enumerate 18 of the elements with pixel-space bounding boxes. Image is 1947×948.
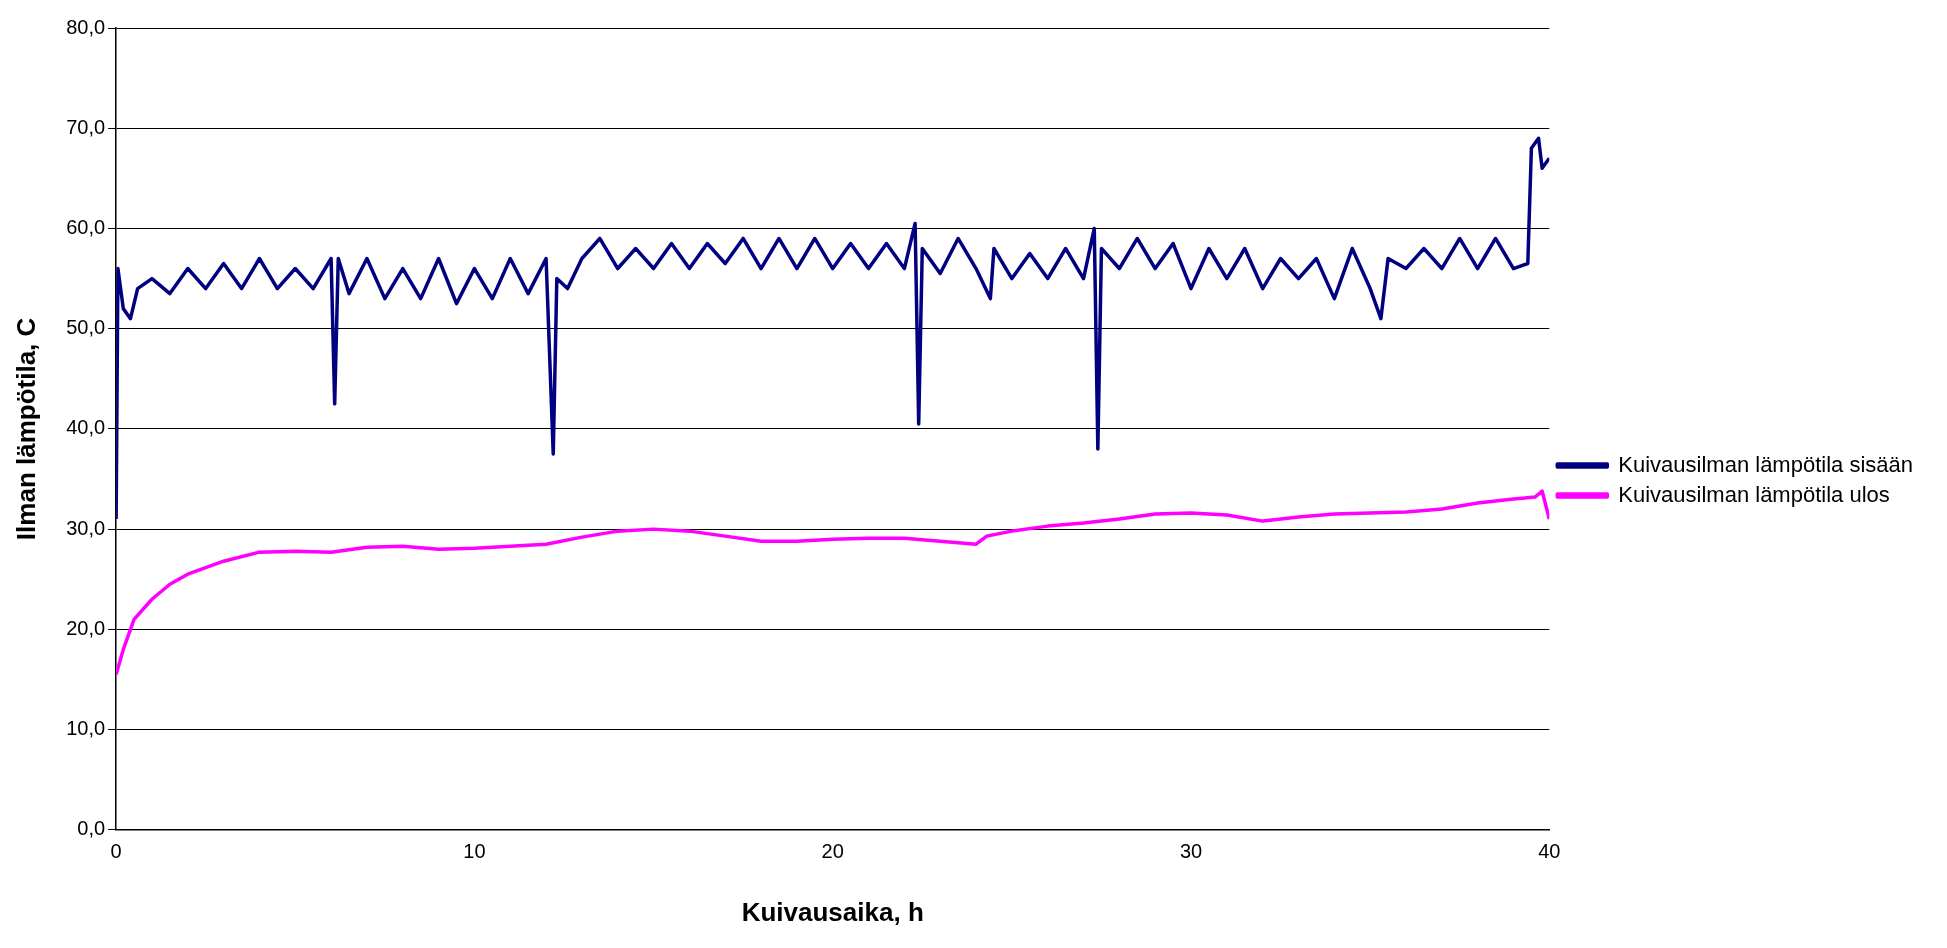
x-tick-label: 20 [821, 840, 844, 863]
x-tick-label: 0 [110, 840, 122, 863]
y-tick-label: 70,0 [66, 115, 106, 138]
x-axis-title: Kuivausaika, h [741, 896, 924, 927]
y-tick-label: 80,0 [66, 15, 106, 38]
y-axis-title: Ilman lämpötila, C [10, 317, 41, 541]
y-tick-label: 40,0 [66, 416, 106, 439]
y-tick-label: 60,0 [66, 215, 106, 238]
legend-label: Kuivausilman lämpötila sisään [1618, 451, 1913, 477]
y-tick-label: 10,0 [66, 717, 106, 740]
y-tick-label: 30,0 [66, 516, 106, 539]
x-tick-label: 10 [463, 840, 486, 863]
x-tick-label: 40 [1538, 840, 1561, 863]
y-tick-label: 20,0 [66, 616, 106, 639]
y-tick-label: 50,0 [66, 316, 106, 339]
x-tick-label: 30 [1179, 840, 1203, 863]
legend-label: Kuivausilman lämpötila ulos [1618, 481, 1890, 507]
y-tick-label: 0,0 [77, 817, 106, 840]
